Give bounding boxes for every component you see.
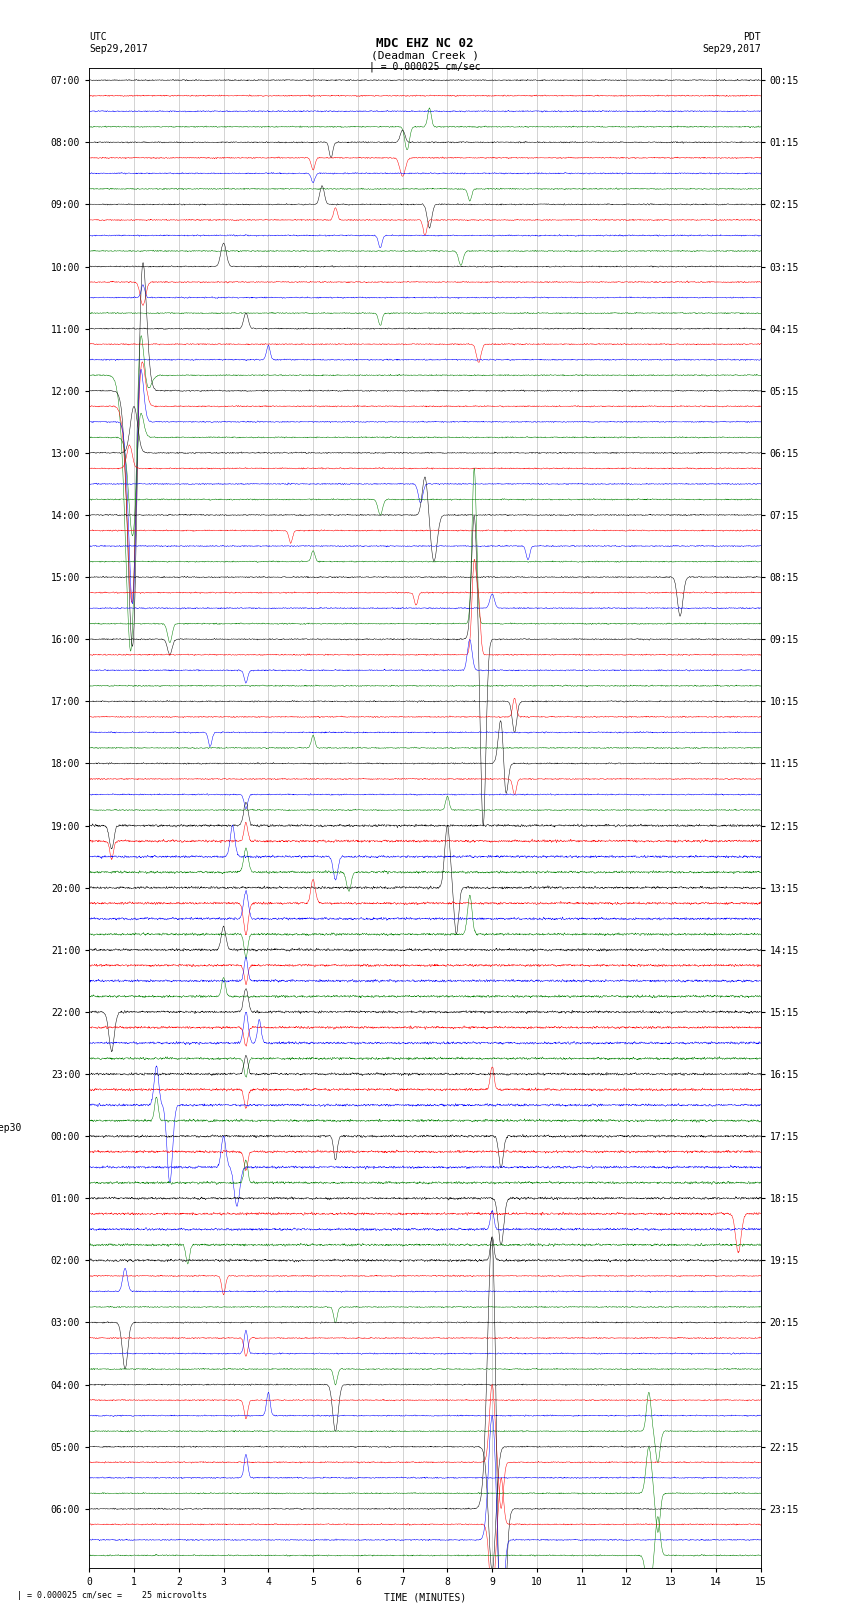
Text: | = 0.000025 cm/sec: | = 0.000025 cm/sec [369, 61, 481, 73]
Text: UTC: UTC [89, 32, 107, 42]
Text: Sep29,2017: Sep29,2017 [702, 44, 761, 53]
Text: MDC EHZ NC 02: MDC EHZ NC 02 [377, 37, 473, 50]
Text: PDT: PDT [743, 32, 761, 42]
X-axis label: TIME (MINUTES): TIME (MINUTES) [384, 1592, 466, 1602]
Text: (Deadman Creek ): (Deadman Creek ) [371, 50, 479, 60]
Text: | = 0.000025 cm/sec =    25 microvolts: | = 0.000025 cm/sec = 25 microvolts [17, 1590, 207, 1600]
Text: Sep30: Sep30 [0, 1123, 22, 1134]
Text: Sep29,2017: Sep29,2017 [89, 44, 148, 53]
